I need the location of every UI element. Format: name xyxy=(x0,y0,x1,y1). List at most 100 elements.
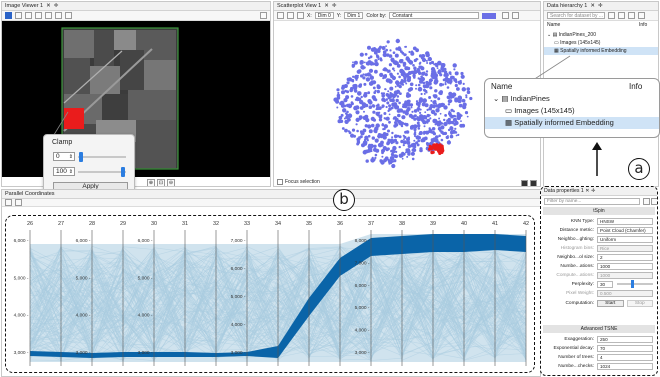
fullscreen-icon[interactable] xyxy=(530,180,537,186)
hierarchy-item-dataset[interactable]: ⌄ ▤ IndianPines_200 xyxy=(547,32,596,38)
property-value[interactable]: 30 xyxy=(597,280,613,288)
scatter-point xyxy=(389,161,393,165)
col-info-header[interactable]: Info xyxy=(639,22,648,28)
close-icon[interactable]: ✕ xyxy=(46,3,51,9)
scatter-point xyxy=(358,136,361,139)
property-value[interactable]: Point Cloud (Chamfer) xyxy=(597,226,653,234)
settings-icon[interactable] xyxy=(638,12,645,19)
slider-handle[interactable] xyxy=(121,167,125,177)
close-icon[interactable]: ✕ xyxy=(590,3,595,9)
polygon-select-icon[interactable] xyxy=(45,12,52,19)
scatter-point xyxy=(416,117,420,121)
collapse-all-icon[interactable] xyxy=(628,12,635,19)
spinner-icon[interactable]: ⇕ xyxy=(68,169,73,175)
pc-axis-label: 37 xyxy=(368,221,374,227)
clamp-min-input[interactable]: 0 ⇕ xyxy=(53,152,75,161)
property-value[interactable]: 1024 xyxy=(597,362,653,370)
color-by-select[interactable]: Constant xyxy=(389,12,480,19)
pointer-tool-icon[interactable] xyxy=(277,12,284,19)
property-filter-input[interactable]: Filter by name... xyxy=(544,198,640,205)
data-properties-tab[interactable]: Data properties 1 xyxy=(544,188,584,194)
scatter-point xyxy=(395,47,399,51)
zoom-in-icon[interactable]: ⊕ xyxy=(147,179,155,186)
scatter-point xyxy=(423,115,428,120)
data-hierarchy-tab[interactable]: Data hierarchy 1 xyxy=(547,3,588,9)
camera-icon[interactable] xyxy=(521,180,528,186)
collapse-all-icon[interactable] xyxy=(651,198,657,205)
clamp-max-slider[interactable] xyxy=(78,167,126,177)
lasso-select-icon[interactable] xyxy=(287,12,294,19)
sample-select-icon[interactable] xyxy=(55,12,62,19)
col-name-header[interactable]: Name xyxy=(547,22,561,28)
slider-handle[interactable] xyxy=(79,152,83,162)
lasso-select-icon[interactable] xyxy=(35,12,42,19)
add-tab-icon[interactable]: ✛ xyxy=(591,188,596,194)
pc-axis-label: 27 xyxy=(58,221,64,227)
scatterplot-tab[interactable]: Scatterplot View 1 xyxy=(277,3,322,9)
scatter-point xyxy=(420,65,423,69)
scatter-point xyxy=(447,120,452,125)
scatter-point xyxy=(400,79,404,82)
close-icon[interactable]: ✕ xyxy=(324,3,329,9)
color-swatch[interactable] xyxy=(482,12,497,19)
add-tab-icon[interactable]: ✛ xyxy=(597,3,603,9)
start-button[interactable]: Start xyxy=(597,299,624,307)
settings-icon[interactable] xyxy=(502,12,510,19)
perplexity-slider[interactable] xyxy=(617,280,653,289)
settings-icon[interactable] xyxy=(15,199,22,206)
scatter-point xyxy=(437,60,442,66)
scatterplot-svg[interactable] xyxy=(274,21,540,178)
property-value[interactable]: Uniform xyxy=(597,235,653,243)
slider-handle[interactable] xyxy=(631,280,635,289)
property-value[interactable]: HNSW xyxy=(597,217,653,225)
spinner-icon[interactable]: ⇕ xyxy=(68,154,73,160)
hierarchy-item-embedding[interactable]: ▦ Spatially informed Embedding xyxy=(544,47,658,55)
property-value[interactable]: 4 xyxy=(597,353,653,361)
image-viewer-tab[interactable]: Image Viewer 1 xyxy=(5,3,44,9)
section-header-tsne[interactable]: tSpin xyxy=(543,207,655,215)
pc-axis-label: 31 xyxy=(182,221,188,227)
property-value[interactable]: 1000 xyxy=(597,271,653,279)
scatter-point xyxy=(409,82,414,87)
dataset-search-input[interactable]: Search for dataset by ... xyxy=(547,12,605,19)
brush-select-icon[interactable] xyxy=(25,12,32,19)
y-dimension-select[interactable]: Dim 1 xyxy=(344,12,364,19)
filter-icon[interactable] xyxy=(5,199,12,206)
property-value[interactable]: 1000 xyxy=(597,262,653,270)
scatter-point xyxy=(398,101,401,105)
property-value[interactable]: 70 xyxy=(597,344,653,352)
clear-select-icon[interactable] xyxy=(260,12,267,19)
add-tab-icon[interactable]: ✛ xyxy=(331,3,337,9)
property-value[interactable]: 250 xyxy=(597,335,653,343)
invert-select-icon[interactable] xyxy=(65,12,72,19)
section-header-advanced[interactable]: Advanced TSNE xyxy=(543,325,655,333)
scatter-point xyxy=(362,150,367,155)
scatter-point xyxy=(345,115,349,119)
rect-select-icon[interactable] xyxy=(15,12,22,19)
zoom-col-info: Info xyxy=(629,82,643,91)
focus-selection-checkbox[interactable] xyxy=(277,179,283,185)
scatter-point xyxy=(373,144,377,148)
scatter-point xyxy=(388,120,391,124)
export-icon[interactable] xyxy=(512,12,520,19)
brush-select-icon[interactable] xyxy=(297,12,304,19)
expand-icon[interactable]: ⌄ xyxy=(547,32,552,38)
stop-button[interactable]: Stop xyxy=(626,299,653,307)
pointer-tool-icon[interactable] xyxy=(5,12,12,19)
close-icon[interactable]: ✕ xyxy=(585,188,590,194)
zoom-fit-icon[interactable]: ⊡ xyxy=(157,179,165,186)
clamp-max-input[interactable]: 100 ⇕ xyxy=(53,167,75,176)
property-value[interactable]: Rice xyxy=(597,244,653,252)
x-dimension-select[interactable]: Dim 0 xyxy=(314,12,334,19)
parallel-coords-svg[interactable]: 26 27 28 29 30 31 32 33 34 35 36 37 38 39 40 41 42 6,000 … xyxy=(6,216,535,373)
filter-icon[interactable] xyxy=(608,12,615,19)
zoom-out-icon[interactable]: ⊖ xyxy=(167,179,175,186)
hierarchy-item-images[interactable]: ▭ Images (145x145) xyxy=(554,40,600,46)
property-value[interactable]: 2 xyxy=(597,253,653,261)
parallel-coords-tab[interactable]: Parallel Coordinates xyxy=(5,191,55,197)
expand-all-icon[interactable] xyxy=(643,198,650,205)
expand-all-icon[interactable] xyxy=(618,12,625,19)
add-tab-icon[interactable]: ✛ xyxy=(53,3,59,9)
clamp-min-slider[interactable] xyxy=(78,152,126,162)
property-value[interactable]: 0.500 xyxy=(597,289,653,297)
